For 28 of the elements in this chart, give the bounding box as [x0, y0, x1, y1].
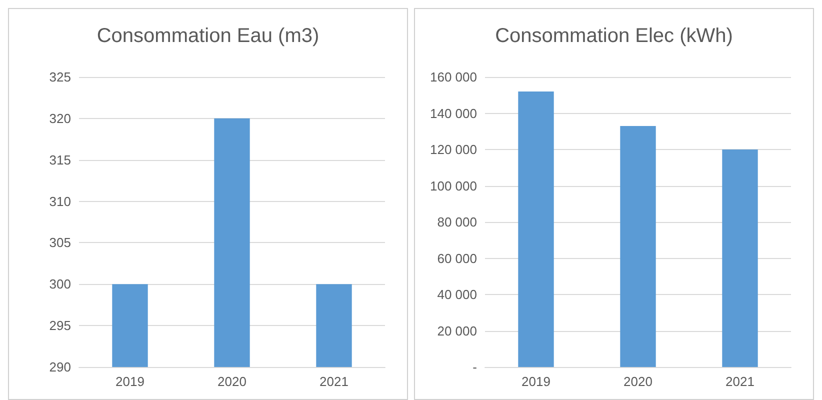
y-tick-label: 60 000: [437, 250, 477, 266]
y-tick-label: 100 000: [430, 178, 477, 194]
bar: [722, 150, 758, 367]
y-tick-label: 40 000: [437, 287, 477, 302]
y-tick-label: 315: [49, 152, 71, 168]
y-tick-label: 325: [49, 70, 71, 84]
x-tick-label: 2019: [116, 374, 144, 389]
x-tick-label: 2020: [624, 374, 652, 389]
y-tick-label: -: [472, 360, 477, 374]
y-tick-label: 160 000: [430, 70, 477, 84]
x-tick-label: 2019: [522, 374, 550, 389]
y-tick-label: 310: [49, 194, 71, 209]
y-tick-label: 290: [49, 360, 71, 374]
y-tick-label: 295: [49, 318, 71, 334]
x-tick-label: 2020: [218, 374, 246, 389]
chart-title: Consommation Elec (kWh): [495, 25, 733, 47]
x-tick-label: 2021: [320, 374, 348, 389]
y-tick-label: 20 000: [437, 323, 477, 338]
y-tick-label: 300: [49, 276, 71, 292]
bar: [518, 92, 554, 367]
y-tick-label: 140 000: [430, 106, 477, 121]
y-tick-label: 120 000: [430, 142, 477, 157]
bar: [620, 126, 656, 367]
y-tick-label: 320: [49, 110, 71, 126]
y-tick-label: 305: [49, 235, 71, 250]
chart-title: Consommation Eau (m3): [96, 25, 320, 47]
y-tick-label: 80 000: [437, 214, 477, 230]
x-tick-label: 2021: [726, 374, 754, 389]
